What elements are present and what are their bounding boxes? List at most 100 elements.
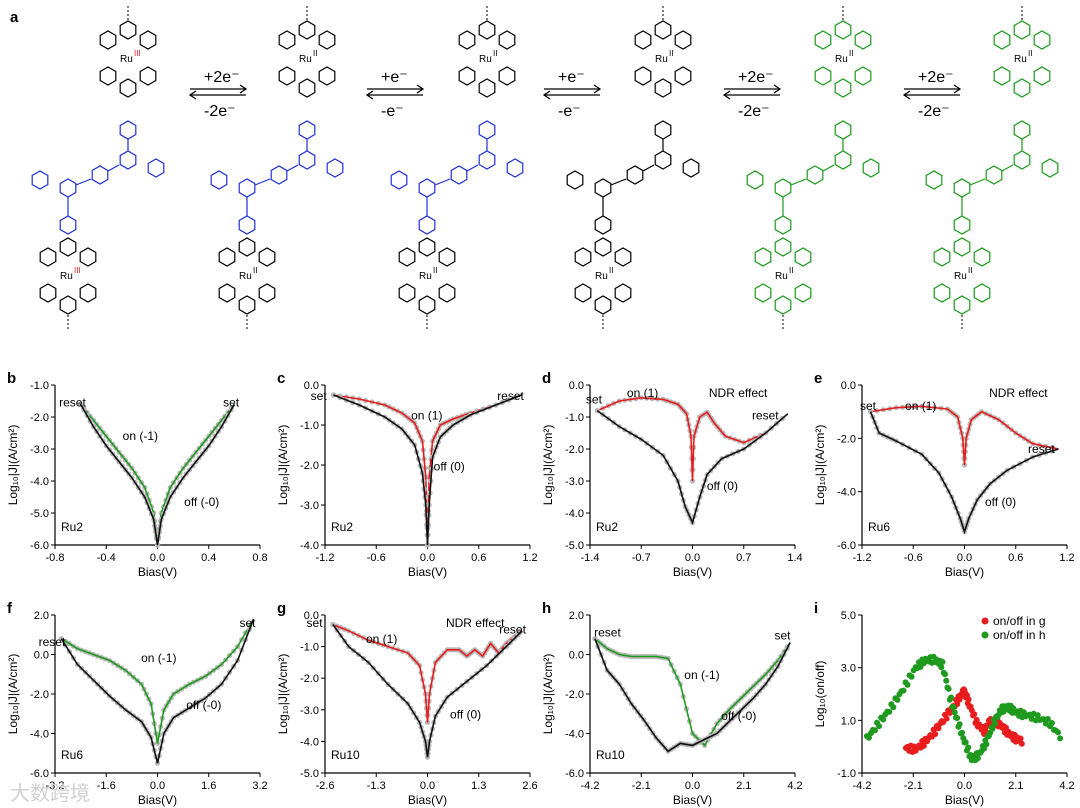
y-tick-label: -6.0: [30, 768, 49, 780]
sweep-line: [594, 638, 791, 753]
data-point: [1044, 716, 1051, 723]
panel-label: h: [542, 600, 551, 617]
data-point: [962, 739, 969, 746]
phenyl-ring: [566, 170, 584, 190]
data-point: [959, 729, 966, 736]
pyridine-ring: [834, 78, 852, 98]
annotation: off (0): [450, 708, 481, 722]
pyridine-ring: [59, 295, 77, 315]
annotation: set: [586, 392, 603, 406]
phenyl-ring: [478, 150, 496, 170]
pyridine-ring: [39, 283, 57, 303]
data-point: [1034, 712, 1041, 719]
pyridine-ring: [634, 66, 652, 86]
reverse-arrowhead: [188, 90, 197, 100]
sweep-line: [870, 405, 1059, 466]
pyridine-ring: [1013, 78, 1031, 98]
pyridine-ring: [854, 66, 872, 86]
chart-c: c-1.2 -0.6 0.0 0.6 1.2-4.0-3.0-2.0-1.00.0Bia…: [276, 370, 538, 579]
pyridine-ring: [574, 283, 592, 303]
phenyl-ring: [985, 165, 1003, 185]
redox-arrow-5: +2e⁻ -2e⁻: [902, 69, 962, 120]
annotation: on (1): [905, 399, 936, 413]
annotation: set: [240, 616, 257, 630]
data-point: [992, 720, 999, 727]
oxidation-state: II: [493, 49, 497, 58]
x-tick-label: -3.2: [46, 780, 65, 792]
bond: [75, 178, 92, 186]
sweep-line: [594, 638, 791, 747]
annotation: NDR effect: [989, 386, 1048, 400]
pyridine-ring: [298, 78, 316, 98]
pyridine-ring: [674, 30, 692, 50]
data-point: [908, 673, 915, 680]
x-tick-label: -2.6: [316, 780, 335, 792]
forward-arrowhead: [953, 84, 962, 94]
data-point: [983, 741, 990, 748]
x-tick-label: 2.1: [736, 780, 751, 792]
y-tick-label: -2.0: [565, 444, 584, 456]
chart-i: i -4.2 -2.1 0.0 2.1 4.2 -1.0 1.0 3.0 5.0 Bias(V) Lo…: [813, 600, 1075, 807]
data-point: [894, 696, 901, 703]
pyridine-ring: [418, 295, 436, 315]
device-label: Ru2: [61, 520, 83, 534]
pyridine-ring: [594, 237, 612, 257]
redox-arrow-2: +e⁻ -e⁻: [365, 69, 425, 120]
metal-symbol: Ru: [419, 271, 432, 282]
y-tick-label: -3.0: [565, 476, 584, 488]
y-tick-label: -1.0: [30, 380, 49, 392]
phenyl-ring: [450, 165, 468, 185]
watermark: 大数跨境: [10, 782, 90, 805]
phenyl-ring: [298, 120, 316, 140]
bond: [107, 164, 120, 172]
metal-symbol: Ru: [595, 271, 608, 282]
x-tick-label: -0.8: [46, 552, 65, 564]
metal-symbol: Ru: [1014, 54, 1027, 65]
pyridine-ring: [774, 237, 792, 257]
y-tick-label: -1.0: [837, 768, 856, 780]
series-green: [863, 653, 1064, 764]
phenyl-ring: [238, 215, 256, 235]
pyridine-ring: [774, 295, 792, 315]
y-tick-label: -3.0: [300, 500, 319, 512]
reduction-label: +2e⁻: [204, 69, 240, 86]
y-tick-label: -5.0: [565, 540, 584, 552]
pyridine-ring: [814, 30, 832, 50]
x-tick-label: 4.2: [1059, 780, 1074, 792]
chart-e: e-1.2 -0.6 0.0 0.6 1.2-6.0-4.0-2.00.0Bias(V)…: [813, 370, 1075, 579]
x-tick-label: -4.2: [853, 780, 872, 792]
x-tick-label: -0.4: [97, 552, 116, 564]
oxidation-state: II: [253, 266, 257, 275]
y-axis-label: Log₁₀(on/off): [813, 661, 827, 728]
pyridine-ring: [654, 20, 672, 40]
y-tick-label: -2.0: [30, 412, 49, 424]
pyridine-ring: [498, 66, 516, 86]
oxidation-state: II: [609, 266, 613, 275]
series-black: [78, 401, 236, 548]
pyridine-ring: [318, 30, 336, 50]
forward-arrowhead: [773, 84, 782, 94]
phenyl-ring: [91, 165, 109, 185]
sweep-line: [333, 394, 522, 546]
phenyl-ring: [774, 215, 792, 235]
oxidation-label: -2e⁻: [204, 103, 236, 120]
phenyl-ring: [862, 158, 880, 178]
redox-arrows: +2e⁻ -2e⁻ +e⁻ -e⁻ +e⁻ -e⁻ +2e⁻ -2e⁻ +2e⁻ -2e⁻: [188, 69, 962, 120]
pyridine-ring: [258, 247, 276, 267]
phenyl-ring: [834, 150, 852, 170]
pyridine-ring: [39, 247, 57, 267]
pyridine-ring: [993, 66, 1011, 86]
y-tick-label: 0.0: [304, 610, 319, 622]
y-tick-label: -4.0: [565, 729, 584, 741]
x-tick-label: 2.1: [1008, 780, 1023, 792]
series-green: [58, 618, 255, 746]
data-point: [941, 671, 948, 678]
oxidation-label: -e⁻: [558, 103, 581, 120]
reverse-arrowhead: [542, 90, 551, 100]
panel-label: d: [542, 370, 551, 387]
metal-symbol: Ru: [655, 54, 668, 65]
x-axis-label: Bias(V): [138, 793, 177, 807]
